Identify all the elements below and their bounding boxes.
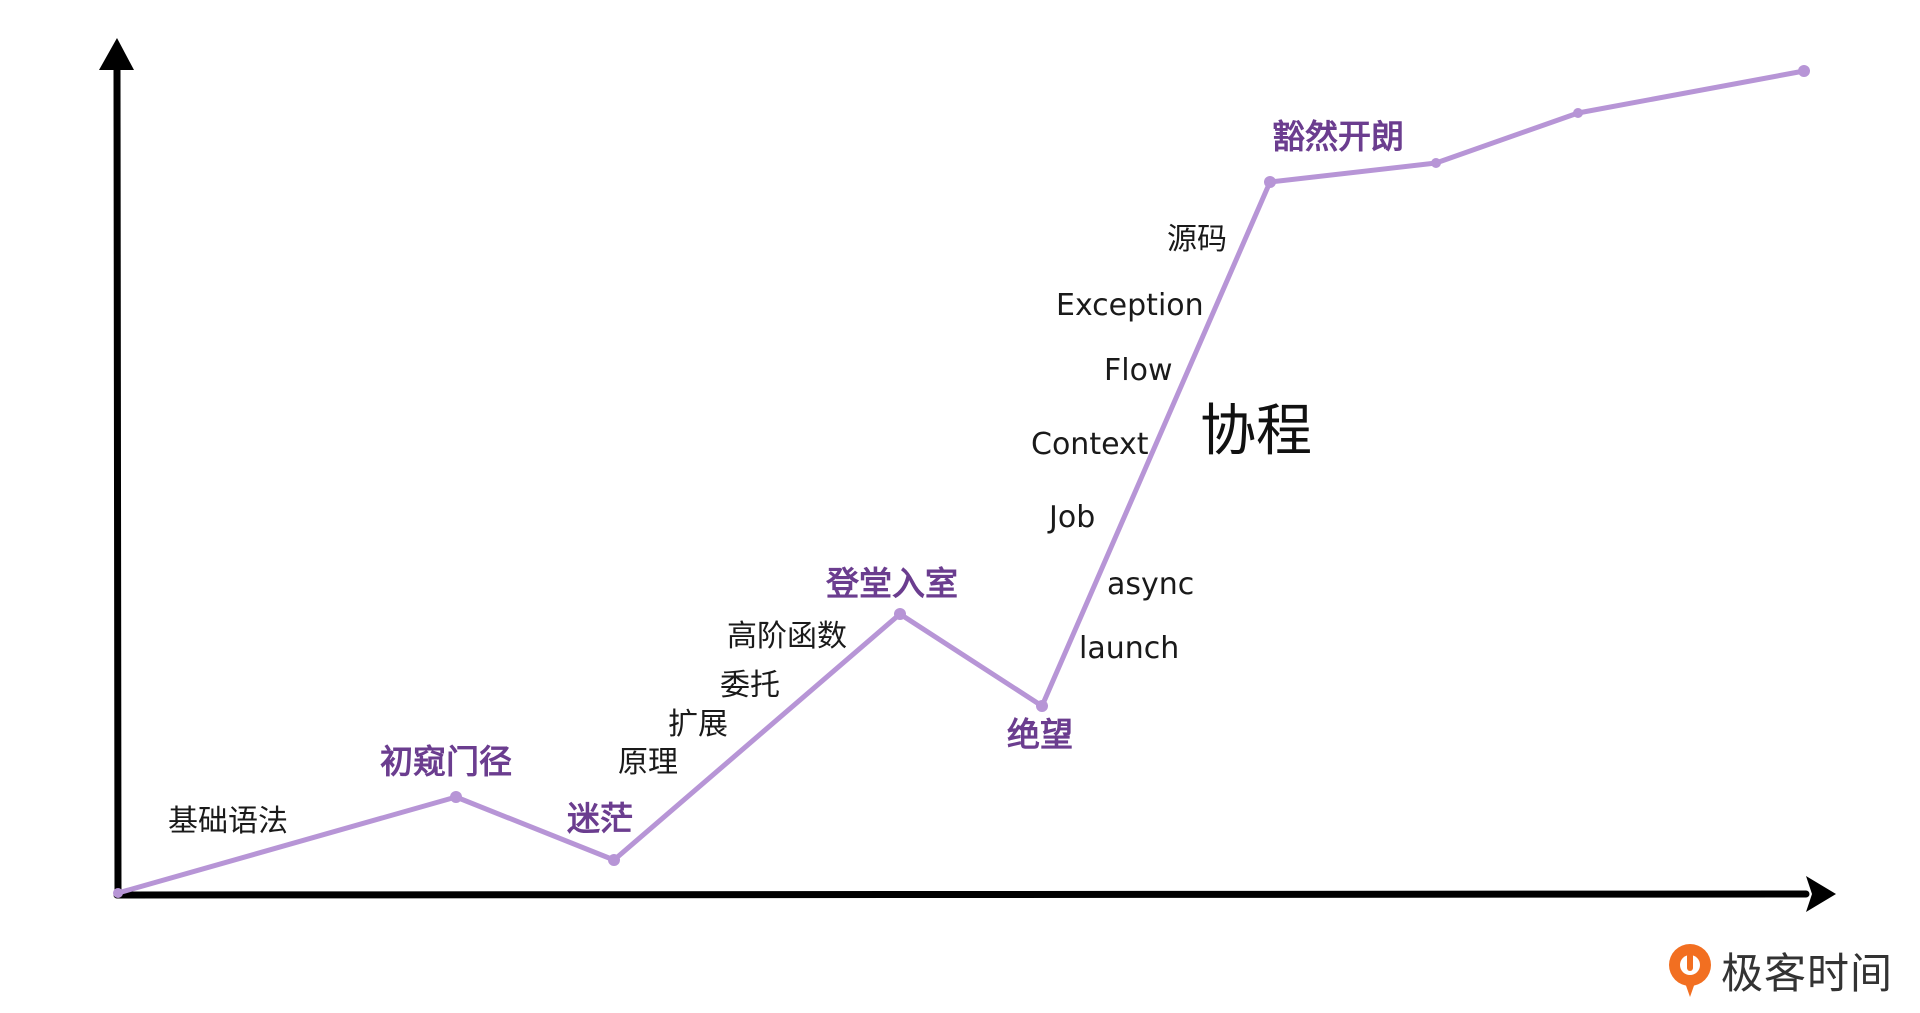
curve-vertex-start	[113, 888, 123, 898]
brand-name: 极客时间	[1721, 948, 1894, 998]
milestone-huoran-kailang: 豁然开朗	[1272, 117, 1404, 156]
curve-vertices	[113, 65, 1810, 898]
curve-vertex-chukui	[450, 791, 462, 803]
curve-vertex-plateau-2	[1573, 108, 1583, 118]
curve-vertex-juewang	[1036, 700, 1048, 712]
topic-context: Context	[1031, 427, 1149, 462]
curve-vertex-mimang	[608, 854, 620, 866]
topic-job: Job	[1049, 500, 1096, 535]
topic-principle: 原理	[618, 745, 678, 780]
topic-exception: Exception	[1056, 288, 1204, 323]
x-axis	[113, 890, 1810, 899]
topic-higher-order-functions: 高阶函数	[727, 619, 847, 654]
topic-extension: 扩展	[668, 707, 728, 742]
topic-source-code: 源码	[1167, 222, 1227, 257]
topic-basic-syntax: 基础语法	[168, 804, 288, 839]
learning-curve-line	[115, 68, 1807, 896]
curve-vertex-end	[1798, 65, 1810, 77]
milestone-mimang: 迷茫	[567, 799, 633, 838]
y-axis	[113, 66, 122, 899]
curve-vertex-plateau-1	[1431, 158, 1441, 168]
topic-flow: Flow	[1104, 353, 1173, 388]
topic-async: async	[1107, 567, 1195, 602]
geektime-logo-icon	[1669, 944, 1711, 997]
section-title-coroutines: 协程	[1200, 399, 1312, 464]
milestone-juewang: 绝望	[1007, 715, 1073, 754]
topic-delegate: 委托	[720, 668, 780, 703]
milestone-chukui-menjing: 初窥门径	[380, 742, 512, 781]
curve-vertex-dengtang	[894, 608, 906, 620]
brand-watermark: 极客时间	[1665, 940, 1893, 1000]
x-axis-arrowhead	[1806, 876, 1836, 912]
curve-vertex-huoran	[1264, 176, 1276, 188]
y-axis-arrowhead	[99, 38, 134, 70]
milestone-dengtang-rushi: 登堂入室	[826, 564, 958, 603]
topic-launch: launch	[1079, 631, 1180, 666]
